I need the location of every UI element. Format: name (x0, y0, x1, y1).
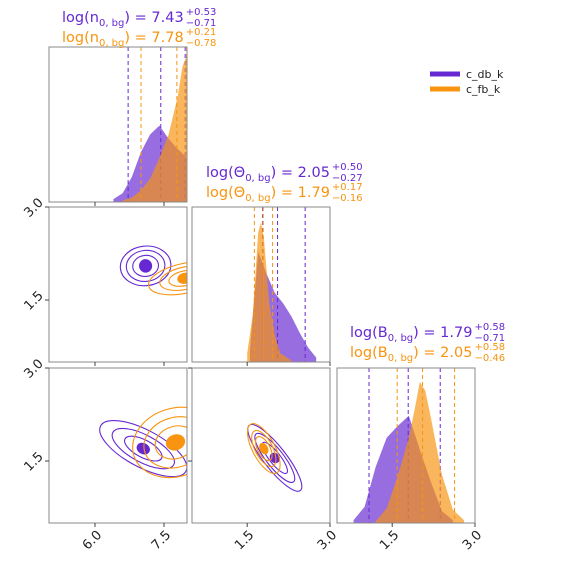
title-minus: −0.27 (332, 173, 363, 184)
panel-frame-1-0 (48, 206, 188, 363)
contour-c_db_k (254, 432, 296, 483)
marginal-panel-2 (353, 368, 464, 523)
title-sub: 0, bg (245, 173, 270, 184)
title-minus: −0.16 (332, 193, 363, 204)
title-sub: 0, bg (99, 18, 124, 29)
title-n-c_fb_k: log(n0, bg) = 7.78 (62, 30, 184, 49)
panel-frame-2-1 (191, 367, 331, 524)
contour-c_db_k (124, 435, 163, 462)
contour-panel-B-vs-theta (246, 423, 303, 492)
contour-c_fb_k (148, 261, 187, 296)
contour-c_fb_k (168, 269, 187, 287)
title-minus: −0.78 (186, 38, 217, 49)
contour-c_db_k (261, 441, 289, 475)
contour-c_fb_k (159, 265, 187, 292)
contour-c_fb_k (143, 416, 187, 469)
contour-c_fb_k (251, 429, 277, 468)
contour-c_fb_k (259, 442, 269, 455)
x-tick-label: 3.0 (315, 528, 340, 553)
title-base: log(Θ (206, 165, 245, 181)
contour-c_fb_k (177, 272, 187, 284)
contour-c_db_k (139, 259, 153, 273)
contour-c_fb_k (254, 436, 273, 462)
contour-panel-theta-vs-n (119, 245, 187, 296)
title-theta-c_db_k: log(Θ0, bg) = 2.05 (206, 165, 330, 184)
title-sub: 0, bg (388, 353, 413, 364)
title-value: ) = 7.78 (124, 30, 183, 46)
contour-c_db_k (119, 245, 172, 287)
title-theta-c_fb_k: log(Θ0, bg) = 1.79 (206, 185, 330, 204)
panel-frame-2-0 (48, 367, 188, 524)
title-minus: −0.71 (474, 333, 505, 344)
title-sub: 0, bg (245, 193, 270, 204)
title-base: log(n (62, 30, 99, 46)
title-value: ) = 2.05 (271, 165, 330, 181)
contour-panel-B-vs-n (99, 406, 187, 479)
marginal-c_fb_k (247, 222, 292, 362)
title-plus: +0.21 (186, 27, 217, 38)
title-B-c_fb_k: log(B0, bg) = 2.05 (350, 345, 472, 364)
legend-label-c_fb_k: c_fb_k (466, 83, 501, 96)
title-plus: +0.58 (474, 322, 505, 333)
title-minus: −0.71 (186, 18, 217, 29)
marginal-c_fb_k (122, 55, 187, 202)
title-base: log(n (62, 10, 99, 26)
x-tick-label: 3.0 (460, 528, 485, 553)
title-value: ) = 2.05 (413, 345, 472, 361)
title-plus: +0.50 (332, 162, 363, 173)
contour-c_fb_k (132, 406, 187, 479)
title-plus: +0.17 (332, 182, 363, 193)
contour-c_db_k (111, 427, 175, 470)
y-tick-label: 3.0 (21, 195, 46, 220)
x-tick-label: 1.5 (377, 528, 402, 553)
title-value: ) = 7.43 (124, 10, 183, 26)
title-base: log(Θ (206, 185, 245, 201)
marginal-c_fb_k (375, 381, 464, 523)
title-plus: +0.53 (186, 7, 217, 18)
legend: c_db_k c_fb_k (430, 68, 504, 96)
panel-frame-1-1 (191, 206, 331, 363)
title-minus: −0.46 (474, 353, 505, 364)
panel-frame-2-2 (336, 367, 476, 524)
contour-c_fb_k (246, 423, 281, 475)
title-base: log(B (350, 345, 388, 361)
title-plus: +0.58 (474, 342, 505, 353)
y-tick-label: 1.5 (21, 288, 46, 313)
title-n-c_db_k: log(n0, bg) = 7.43 (62, 10, 184, 29)
x-tick-label: 7.5 (149, 528, 174, 553)
contour-c_db_k (132, 254, 160, 277)
title-sub: 0, bg (99, 38, 124, 49)
y-tick-label: 3.0 (21, 356, 46, 381)
title-base: log(B (350, 325, 388, 341)
x-tick-label: 6.0 (80, 528, 105, 553)
marginal-panel-1 (247, 207, 317, 362)
title-sub: 0, bg (388, 333, 413, 344)
title-value: ) = 1.79 (271, 185, 330, 201)
contour-c_fb_k (165, 434, 186, 451)
x-tick-label: 1.5 (232, 528, 257, 553)
contour-c_db_k (99, 420, 187, 478)
title-B-c_db_k: log(B0, bg) = 1.79 (350, 325, 472, 344)
contour-c_db_k (125, 249, 166, 282)
panel-frame-0-0 (48, 46, 188, 203)
title-value: ) = 1.79 (413, 325, 472, 341)
legend-label-c_db_k: c_db_k (466, 68, 504, 81)
y-tick-label: 1.5 (21, 449, 46, 474)
marginal-panel-0 (113, 47, 187, 202)
contour-c_fb_k (154, 425, 187, 460)
contour-c_db_k (136, 442, 150, 455)
